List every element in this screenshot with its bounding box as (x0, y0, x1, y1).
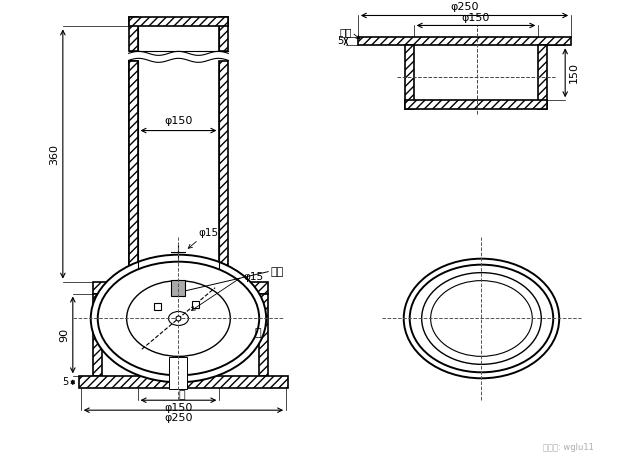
Bar (93, 281, 268, 294)
Ellipse shape (168, 311, 188, 325)
Text: φ150: φ150 (462, 14, 490, 23)
Bar (172, 280, 186, 295)
Bar (220, 62, 228, 281)
Ellipse shape (431, 281, 532, 356)
Ellipse shape (404, 259, 559, 378)
Text: 150: 150 (569, 62, 579, 83)
Bar (404, 45, 413, 109)
Text: 360: 360 (49, 144, 59, 164)
Bar (192, 301, 199, 308)
Polygon shape (129, 294, 175, 358)
Text: φ250: φ250 (451, 2, 479, 13)
Bar (93, 294, 102, 377)
Ellipse shape (410, 265, 553, 372)
Bar (220, 18, 228, 51)
Text: 关: 关 (254, 329, 261, 338)
Bar (129, 18, 228, 27)
Text: 开: 开 (178, 390, 185, 400)
Text: φ150: φ150 (164, 403, 193, 413)
Bar (538, 45, 547, 109)
Text: φ150: φ150 (164, 116, 193, 125)
Bar (79, 377, 288, 388)
Ellipse shape (127, 281, 230, 356)
Ellipse shape (91, 255, 266, 382)
Bar (129, 62, 138, 281)
Bar (358, 37, 571, 45)
Text: 开关: 开关 (270, 267, 284, 277)
Bar (259, 294, 268, 377)
Text: 罐缘: 罐缘 (339, 27, 352, 37)
Bar (170, 357, 188, 389)
Circle shape (176, 316, 181, 321)
Bar (404, 100, 547, 109)
Polygon shape (182, 294, 228, 358)
Text: φ15: φ15 (243, 272, 264, 281)
Text: 5: 5 (338, 36, 344, 47)
Text: 90: 90 (59, 328, 69, 342)
Text: 微信号: wglu11: 微信号: wglu11 (543, 443, 594, 452)
Ellipse shape (98, 262, 259, 375)
Bar (154, 303, 161, 310)
Bar (129, 62, 138, 281)
Text: φ15: φ15 (198, 228, 218, 238)
Bar (129, 18, 138, 51)
Ellipse shape (422, 273, 541, 364)
Text: 5: 5 (63, 377, 69, 387)
Text: φ250: φ250 (164, 413, 193, 423)
